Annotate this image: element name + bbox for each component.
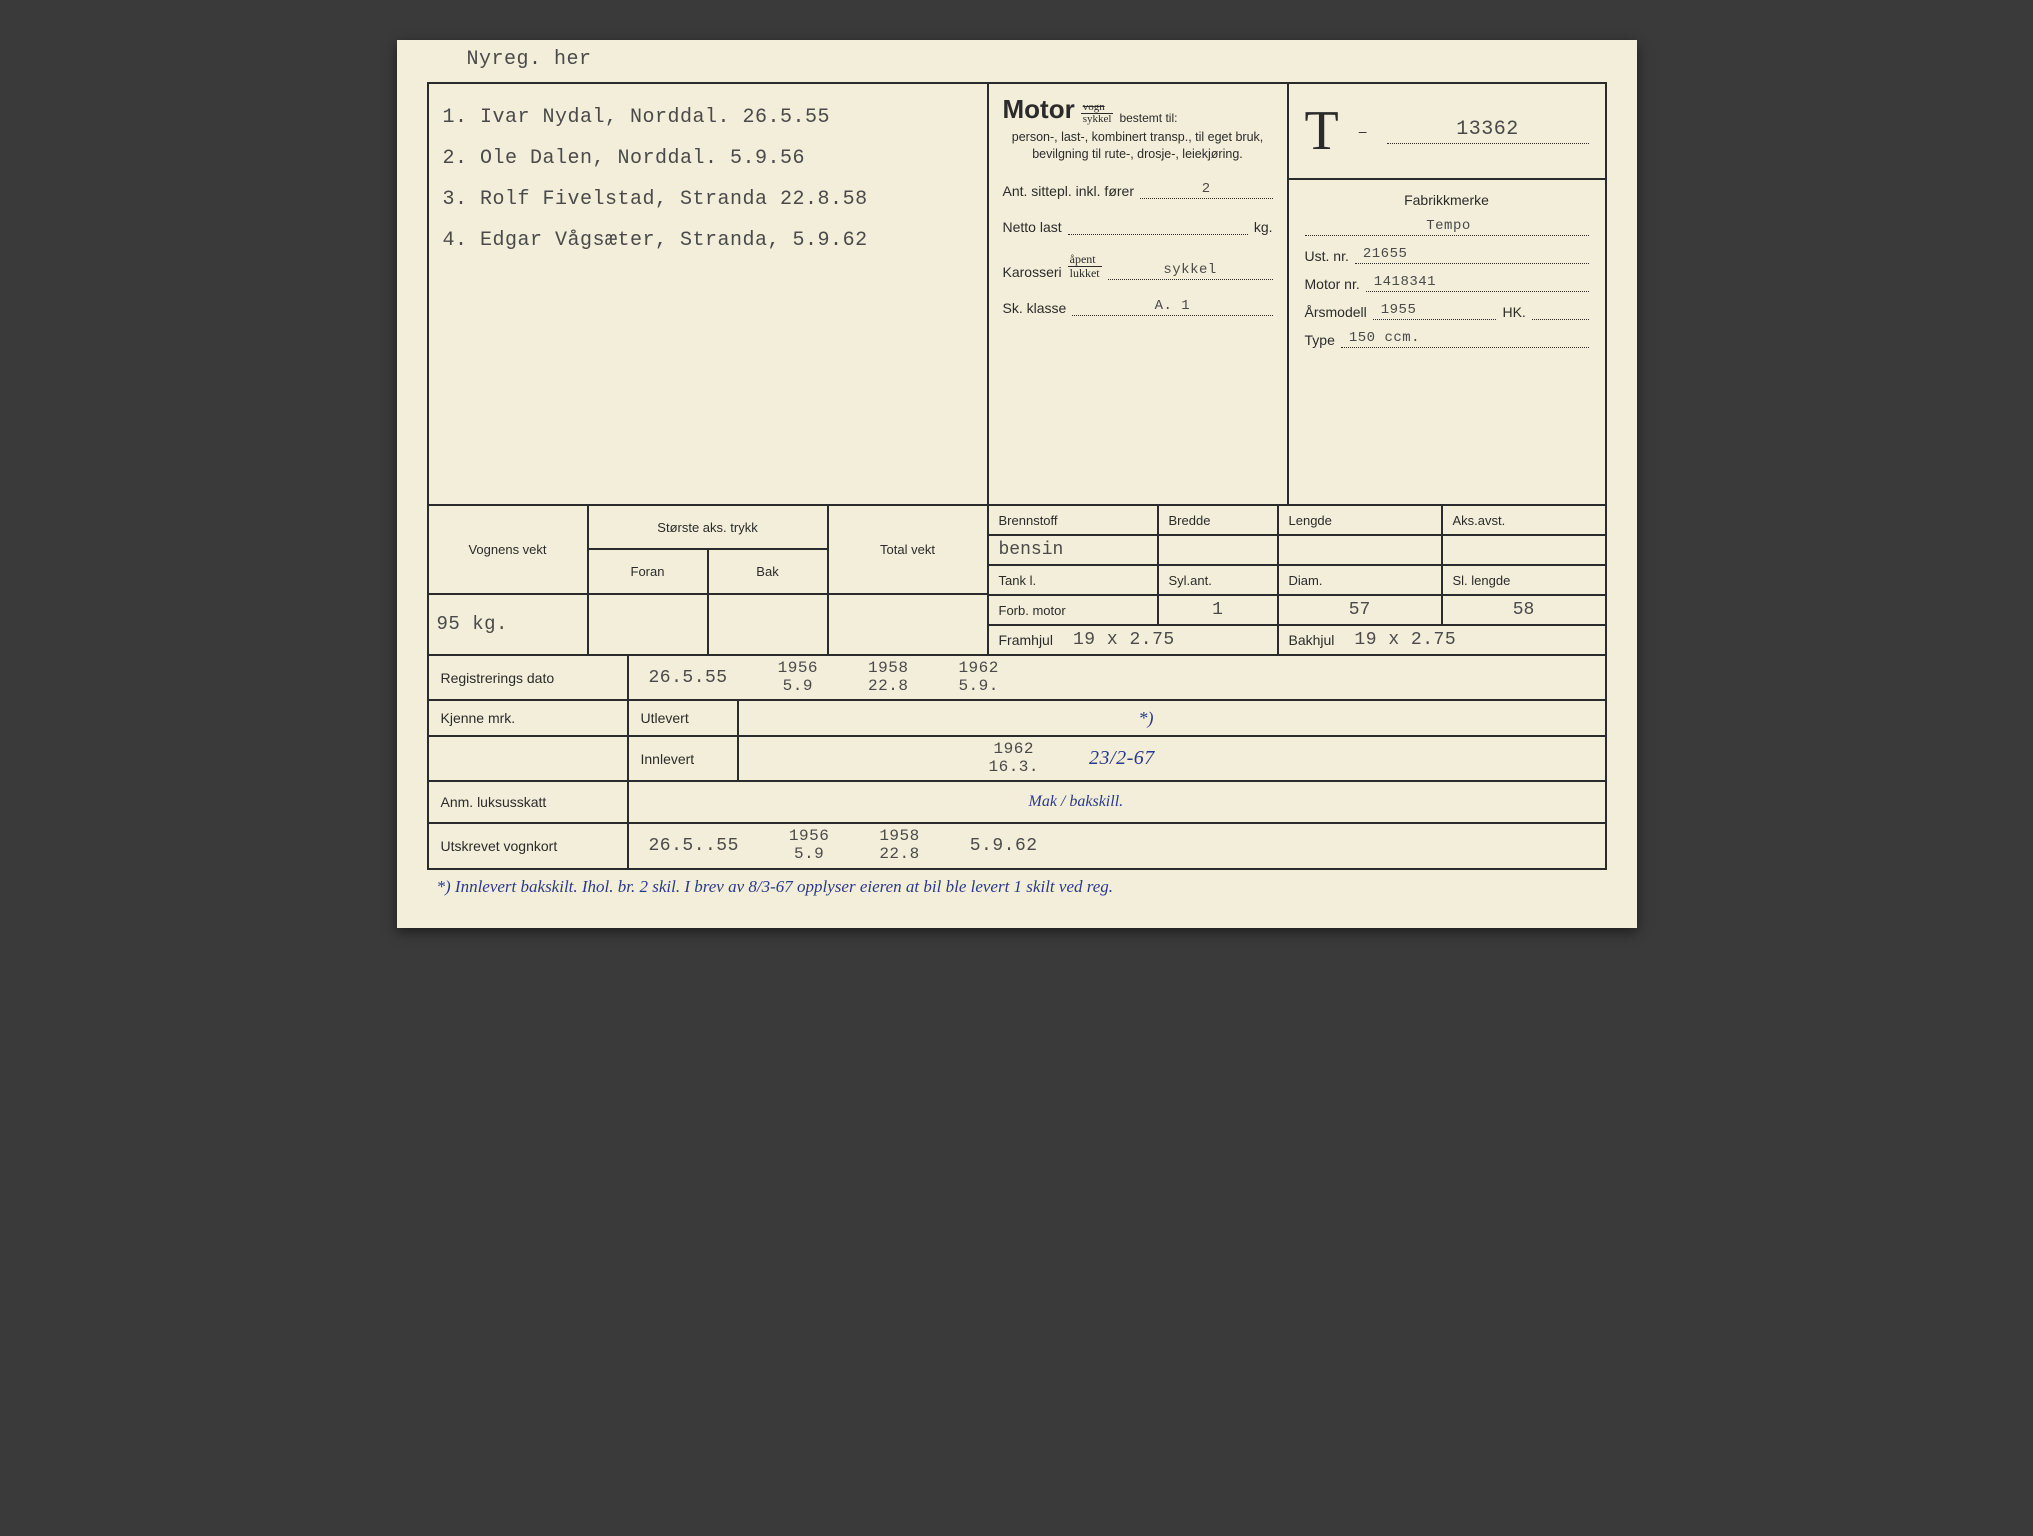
ust-value: 21655 <box>1355 246 1589 264</box>
owners-box: 1. Ivar Nydal, Norddal. 26.5.55 2. Ole D… <box>429 84 989 504</box>
bakhjul-label: Bakhjul <box>1289 632 1335 648</box>
motor-title: Motor <box>1003 94 1075 125</box>
h-forb: Forb. motor <box>989 596 1159 626</box>
registration-card: Nyreg. her 1. Ivar Nydal, Norddal. 26.5.… <box>397 40 1637 928</box>
motornr-label: Motor nr. <box>1305 276 1360 292</box>
foran-label: Foran <box>589 550 709 594</box>
reg-dash: – <box>1359 123 1367 139</box>
vognkort-row: Utskrevet vognkort 26.5..55 1956 5.9 195… <box>429 824 1605 869</box>
weights-grid: Vognens vekt Største aks. trykk Total ve… <box>429 504 989 656</box>
header-note: Nyreg. her <box>467 48 592 71</box>
h-lengde: Lengde <box>1279 506 1443 536</box>
registration-box: T – 13362 Fabrikkmerke Tempo Ust. nr. 21… <box>1289 84 1607 504</box>
bak-label: Bak <box>709 550 829 594</box>
hk-label: HK. <box>1502 304 1525 320</box>
motor-suffix: bestemt til: <box>1119 111 1177 125</box>
aar-label: Årsmodell <box>1305 304 1367 320</box>
bakhjul-value: 19 x 2.75 <box>1354 630 1456 650</box>
vognkort-1: 26.5..55 <box>649 836 739 856</box>
regdato-1: 26.5.55 <box>649 668 728 688</box>
netto-value <box>1068 217 1248 235</box>
v-bredde <box>1159 536 1279 566</box>
innlevert-label: Innlevert <box>629 737 739 780</box>
sk-value: A. 1 <box>1072 298 1272 316</box>
fabrikk-label: Fabrikkmerke <box>1305 192 1589 208</box>
kjenne-label: Kjenne mrk. <box>429 701 629 735</box>
bak-value <box>709 595 829 656</box>
vognkort-3: 1958 22.8 <box>879 828 919 863</box>
v-sylant: 1 <box>1159 596 1279 626</box>
framhjul-value: 19 x 2.75 <box>1073 630 1175 650</box>
bottom-rows: Registrerings dato 26.5.55 1956 5.9 1958… <box>429 656 1607 870</box>
karosseri-fraction: åpent lukket <box>1068 253 1102 280</box>
framhjul-label: Framhjul <box>999 632 1053 648</box>
karosseri-label: Karosseri <box>1003 264 1062 280</box>
footnote: *) Innlevert bakskilt. Ihol. br. 2 skil.… <box>427 876 1607 898</box>
regdato-3: 1958 22.8 <box>868 660 908 695</box>
anm-hand: Mak / bakskill. <box>1029 793 1124 811</box>
regdato-row: Registrerings dato 26.5.55 1956 5.9 1958… <box>429 656 1605 701</box>
h-diam: Diam. <box>1279 566 1443 596</box>
h-bredde: Bredde <box>1159 506 1279 536</box>
type-value: 150 ccm. <box>1341 330 1589 348</box>
kjenne-innlevert-row: Innlevert 1962 16.3. 23/2-67 <box>429 737 1605 782</box>
h-sylant: Syl.ant. <box>1159 566 1279 596</box>
motornr-value: 1418341 <box>1366 274 1589 292</box>
ust-label: Ust. nr. <box>1305 248 1349 264</box>
innlevert-date: 1962 16.3. <box>989 741 1040 776</box>
v-aksavst <box>1443 536 1607 566</box>
sk-label: Sk. klasse <box>1003 300 1067 316</box>
h-brennstoff: Brennstoff <box>989 506 1159 536</box>
seats-label: Ant. sittepl. inkl. fører <box>1003 183 1134 199</box>
motor-fraction: vogn sykkel <box>1081 102 1114 125</box>
regdato-2: 1956 5.9 <box>778 660 818 695</box>
total-label: Total vekt <box>829 506 989 595</box>
reg-prefix: T <box>1305 99 1339 163</box>
type-label: Type <box>1305 332 1335 348</box>
h-aksavst: Aks.avst. <box>1443 506 1607 536</box>
owner-2: 2. Ole Dalen, Norddal. 5.9.56 <box>443 147 973 170</box>
v-brennstoff: bensin <box>989 536 1159 566</box>
owner-3: 3. Rolf Fivelstad, Stranda 22.8.58 <box>443 188 973 211</box>
netto-label: Netto last <box>1003 219 1062 235</box>
netto-unit: kg. <box>1254 219 1273 235</box>
seats-value: 2 <box>1140 181 1273 199</box>
regdato-label: Registrerings dato <box>429 656 629 699</box>
v-diam: 57 <box>1279 596 1443 626</box>
vognkort-label: Utskrevet vognkort <box>429 824 629 867</box>
hk-value <box>1532 302 1589 320</box>
reg-number: 13362 <box>1387 118 1589 144</box>
fabrikk-value: Tempo <box>1305 218 1589 236</box>
vognkort-2: 1956 5.9 <box>789 828 829 863</box>
aar-value: 1955 <box>1373 302 1497 320</box>
anm-label: Anm. luksusskatt <box>429 782 629 822</box>
bakhjul-row: Bakhjul 19 x 2.75 <box>1279 626 1607 656</box>
kjenne-hand2: 23/2-67 <box>1089 747 1155 770</box>
anm-row: Anm. luksusskatt Mak / bakskill. <box>429 782 1605 824</box>
kjenne-hand1: *) <box>1139 708 1154 729</box>
h-sllengde: Sl. lengde <box>1443 566 1607 596</box>
kjenne-utlevert-row: Kjenne mrk. Utlevert *) <box>429 701 1605 737</box>
vekt-value: 95 kg. <box>429 595 589 656</box>
v-sllengde: 58 <box>1443 596 1607 626</box>
motor-box: Motor vogn sykkel bestemt til: person-, … <box>989 84 1289 504</box>
foran-value <box>589 595 709 656</box>
v-lengde <box>1279 536 1443 566</box>
regdato-4: 1962 5.9. <box>958 660 998 695</box>
aks-label: Største aks. trykk <box>589 506 829 550</box>
main-grid: 1. Ivar Nydal, Norddal. 26.5.55 2. Ole D… <box>427 82 1607 870</box>
utlevert-label: Utlevert <box>629 701 739 735</box>
vognkort-4: 5.9.62 <box>970 836 1038 856</box>
owner-4: 4. Edgar Vågsæter, Stranda, 5.9.62 <box>443 229 973 252</box>
karosseri-value: sykkel <box>1108 262 1273 280</box>
owner-1: 1. Ivar Nydal, Norddal. 26.5.55 <box>443 106 973 129</box>
h-tank: Tank l. <box>989 566 1159 596</box>
spec-grid: Brennstoff Bredde Lengde Aks.avst. bensi… <box>989 504 1607 656</box>
vekt-label: Vognens vekt <box>429 506 589 595</box>
motor-desc: person-, last-, kombinert transp., til e… <box>1003 129 1273 163</box>
framhjul-row: Framhjul 19 x 2.75 <box>989 626 1279 656</box>
total-value <box>829 595 989 656</box>
